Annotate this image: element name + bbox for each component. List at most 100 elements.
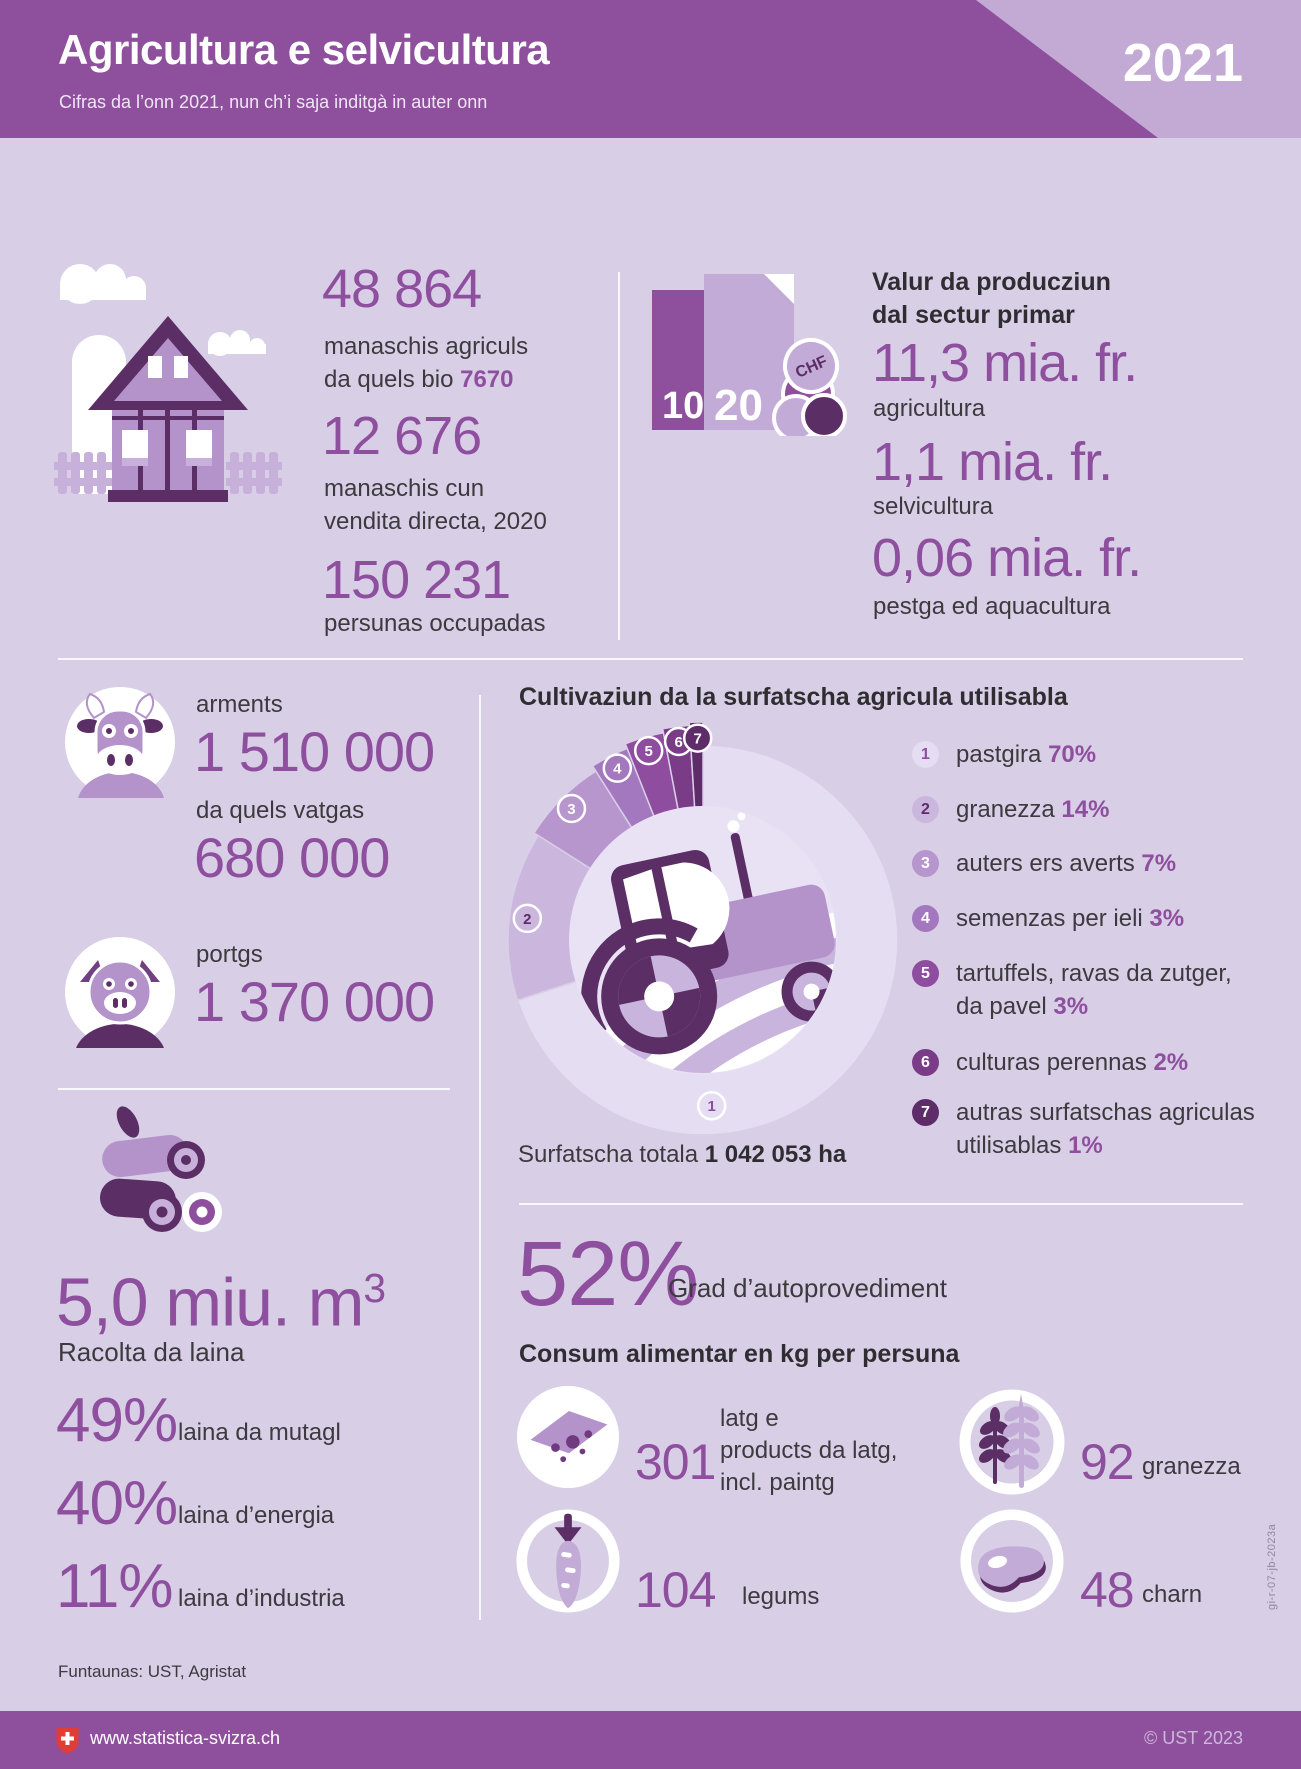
legend-badge-7: 7 xyxy=(912,1099,939,1126)
direct-sales-count: 12 676 xyxy=(322,406,482,466)
production-title: Valur da producziun dal sectur primar xyxy=(872,268,1111,329)
legend-value-7: 1% xyxy=(1068,1132,1103,1159)
self-sufficiency-label: Grad d’autoprovediment xyxy=(668,1273,947,1303)
footer-copyright: © UST 2023 xyxy=(1144,1728,1243,1748)
direct-sales-label: manaschis cun vendita directa, 2020 xyxy=(324,475,547,535)
donut-badge-4 xyxy=(602,753,633,783)
legend-value-3: 7% xyxy=(1141,850,1177,877)
donut-badge-2 xyxy=(512,903,543,934)
donut-badge-number-1: 1 xyxy=(708,1098,716,1115)
legend-value-5: 3% xyxy=(1053,993,1089,1020)
cows-label: da quels vatgas xyxy=(196,797,365,824)
wood-construction-label: laina da mutagl xyxy=(178,1419,341,1446)
donut-badge-number-7: 7 xyxy=(694,730,702,747)
divider-horizontal-middle xyxy=(519,1203,1243,1205)
land-use-donut-chart: 1 2 3 4 5 6 7 xyxy=(507,721,899,1136)
legend-item-1: 1 pastgira 70% xyxy=(912,738,1262,771)
pigs-value: 1 370 000 xyxy=(194,970,435,1033)
donut-badge-number-2: 2 xyxy=(523,911,531,928)
cows-value: 680 000 xyxy=(194,826,390,889)
legend-item-6: 6 culturas perennas 2% xyxy=(912,1046,1262,1079)
donut-badge-number-4: 4 xyxy=(613,761,622,778)
legend-item-5: 5 tartuffels, ravas da zutger, da pavel 3… xyxy=(912,957,1262,1023)
cattle-value: 1 510 000 xyxy=(194,720,435,783)
legend-value-6: 2% xyxy=(1153,1049,1189,1076)
legend-label-2: granezza 14% xyxy=(956,796,1110,823)
legend-badge-6: 6 xyxy=(912,1049,939,1076)
legend-value-1: 70% xyxy=(1048,741,1097,768)
cereals-label: granezza xyxy=(1142,1453,1241,1480)
divider-vertical-top xyxy=(618,272,620,640)
logs-icon xyxy=(100,1106,222,1232)
legend-item-3: 3 auters ers averts 7% xyxy=(912,847,1262,880)
divider-horizontal-left xyxy=(58,1088,450,1090)
farms-count: 48 864 xyxy=(322,259,482,319)
farms-bio-value: 7670 xyxy=(460,366,514,393)
banknote-10-label: 10 xyxy=(662,385,704,427)
wood-industry-value: 11% xyxy=(56,1552,173,1621)
cattle-label: arments xyxy=(196,691,283,718)
vegetables-label: legums xyxy=(742,1583,820,1610)
legend-label-4: semenzas per ieli 3% xyxy=(956,905,1185,932)
production-agriculture-label: agricultura xyxy=(873,395,986,422)
vegetables-value: 104 xyxy=(635,1562,716,1618)
legend-badge-2: 2 xyxy=(912,796,939,823)
employed-label: persunas occupadas xyxy=(324,610,546,637)
legend-label-7: autras surfatschas agriculas utilisablas… xyxy=(956,1099,1255,1159)
donut-badge-5 xyxy=(633,735,664,766)
donut-badge-number-3: 3 xyxy=(567,801,575,818)
divider-horizontal-top xyxy=(58,658,1243,660)
wood-energy-label: laina d’energia xyxy=(178,1502,335,1529)
banknotes-coins-icon: 10 20 CHF xyxy=(652,274,847,436)
legend-badge-5: 5 xyxy=(912,960,939,987)
production-agriculture-value: 11,3 mia. fr. xyxy=(872,333,1138,393)
production-fishing-value: 0,06 mia. fr. xyxy=(872,528,1142,588)
production-forestry-label: selvicultura xyxy=(873,493,994,520)
production-fishing-label: pestga ed aquacultura xyxy=(873,593,1111,620)
total-area-value: 1 042 053 ha xyxy=(704,1141,847,1168)
wood-construction-value: 49% xyxy=(56,1386,178,1455)
legend-item-4: 4 semenzas per ieli 3% xyxy=(912,902,1262,935)
carrot-icon xyxy=(516,1509,620,1613)
donut-badge-1 xyxy=(696,1091,727,1121)
cheese-icon xyxy=(516,1385,620,1489)
total-area: Surfatscha totala 1 042 053 ha xyxy=(518,1141,847,1168)
wood-harvest-value: 5,0 miu. m3 xyxy=(56,1264,386,1341)
wheat-icon xyxy=(959,1389,1065,1495)
legend-item-7: 7 autras surfatschas agriculas utilisabla… xyxy=(912,1096,1262,1162)
wood-industry-label: laina d’industria xyxy=(178,1585,345,1612)
wood-energy-value: 40% xyxy=(56,1469,178,1538)
header-year: 2021 xyxy=(1122,33,1243,93)
donut-segment-badges: 1 2 3 4 5 6 7 xyxy=(512,723,727,1121)
legend-value-2: 14% xyxy=(1061,796,1110,823)
footer-website-link[interactable]: www.statistica-svizra.ch xyxy=(90,1728,281,1748)
legend-badge-3: 3 xyxy=(912,850,939,877)
meat-icon xyxy=(960,1509,1064,1613)
legend-badge-4: 4 xyxy=(912,905,939,932)
cow-icon xyxy=(65,687,175,798)
dairy-label: latg e products da latg, incl. paintg xyxy=(720,1405,898,1496)
donut-badge-number-6: 6 xyxy=(674,734,682,751)
pig-icon xyxy=(65,937,175,1048)
meat-value: 48 xyxy=(1080,1562,1135,1618)
page-subtitle: Cifras da l’onn 2021, nun ch’i saja indi… xyxy=(59,92,488,112)
legend-label-3: auters ers averts 7% xyxy=(956,850,1177,877)
legend-badge-1: 1 xyxy=(912,741,939,768)
publication-code: gi-r-07-jb-2023a xyxy=(1266,1523,1278,1610)
legend-value-4: 3% xyxy=(1149,905,1185,932)
production-forestry-value: 1,1 mia. fr. xyxy=(872,432,1113,492)
page-title: Agricultura e selvicultura xyxy=(58,26,550,73)
self-sufficiency-value: 52% xyxy=(517,1223,699,1325)
employed-count: 150 231 xyxy=(322,550,511,610)
footer-bar: www.statistica-svizra.ch © UST 2023 xyxy=(0,1711,1301,1769)
donut-badge-3 xyxy=(556,793,587,824)
legend-label-5: tartuffels, ravas da zutger, da pavel 3% xyxy=(956,960,1232,1020)
farms-label: manaschis agriculs da quels bio 7670 xyxy=(324,333,529,393)
legend-item-2: 2 granezza 14% xyxy=(912,793,1262,826)
wood-harvest-label: Racolta da laina xyxy=(58,1337,245,1367)
pigs-label: portgs xyxy=(196,941,263,968)
cereals-value: 92 xyxy=(1080,1434,1135,1490)
tractor-icon xyxy=(570,812,836,1073)
banknote-20-label: 20 xyxy=(714,381,763,430)
meat-label: charn xyxy=(1142,1581,1203,1608)
